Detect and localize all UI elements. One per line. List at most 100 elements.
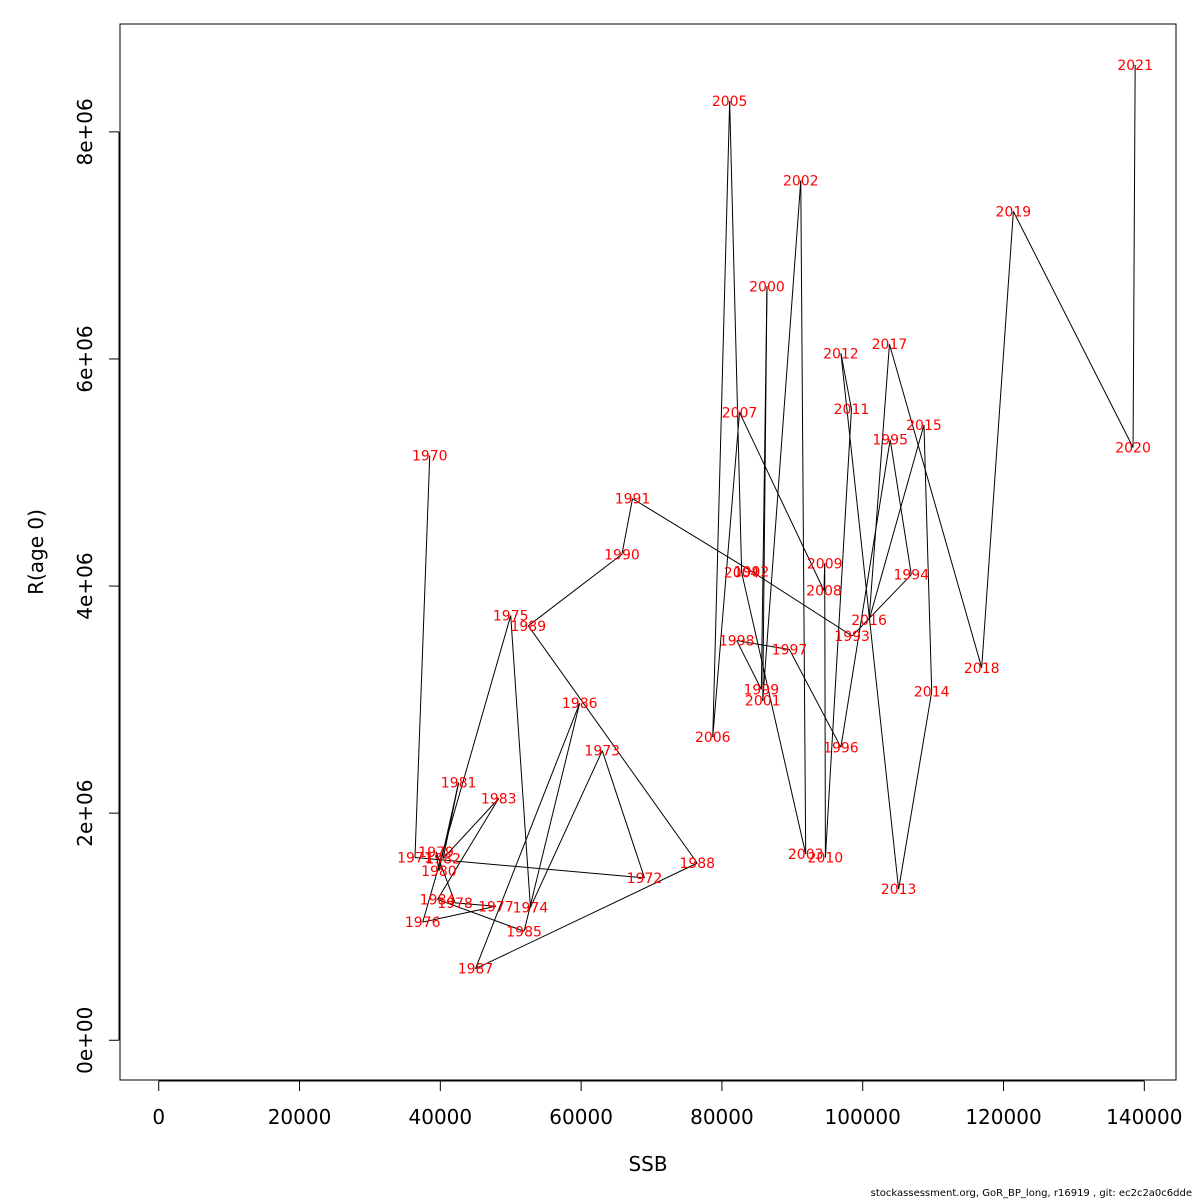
series-segment-2015-2016 <box>868 424 925 621</box>
x-tick-label: 100000 <box>825 1105 901 1129</box>
point-label-1981: 1981 <box>441 776 477 792</box>
series-segment-1995-1996 <box>840 439 891 748</box>
series-segment-1991-1992 <box>632 498 752 572</box>
point-label-2007: 2007 <box>722 405 758 421</box>
plot-frame <box>119 23 1177 1081</box>
point-label-2016: 2016 <box>851 613 887 629</box>
series-segment-2005-2006 <box>712 101 731 738</box>
point-label-2003: 2003 <box>788 847 824 863</box>
series-segment-1979-1980 <box>435 851 440 872</box>
series-segment-1981-1982 <box>442 782 460 859</box>
point-label-1999: 1999 <box>744 682 780 698</box>
point-label-1977: 1977 <box>478 899 514 915</box>
series-segment-1976-1977 <box>422 905 497 923</box>
series-segment-2017-2018 <box>888 344 983 668</box>
series-segment-1972-1973 <box>601 750 645 879</box>
point-label-2018: 2018 <box>964 661 1000 677</box>
series-segment-1992-1993 <box>751 570 853 637</box>
x-tick-label: 20000 <box>268 1105 332 1129</box>
x-tick-label: 80000 <box>690 1105 754 1129</box>
series-segment-2020-2021 <box>1132 64 1136 448</box>
point-label-1984: 1984 <box>420 892 456 908</box>
point-label-1970: 1970 <box>412 448 448 464</box>
point-label-2010: 2010 <box>808 850 844 866</box>
series-segment-1974-1975 <box>510 615 531 908</box>
point-label-1971: 1971 <box>397 850 433 866</box>
point-label-1991: 1991 <box>615 492 651 508</box>
series-segment-1977-1978 <box>455 902 496 907</box>
series-segment-1983-1984 <box>437 798 500 900</box>
series-segment-1973-1974 <box>529 750 603 908</box>
point-label-1989: 1989 <box>510 619 546 635</box>
point-label-1979: 1979 <box>418 845 454 861</box>
series-segment-2007-2008 <box>739 412 825 591</box>
point-label-2013: 2013 <box>881 882 917 898</box>
y-tick-label: 2e+06 <box>73 780 97 847</box>
series-segment-1993-1994 <box>851 574 912 637</box>
point-label-1998: 1998 <box>719 634 755 650</box>
point-label-1983: 1983 <box>481 791 517 807</box>
series-segment-2004-2005 <box>729 101 743 573</box>
series-segment-2011-2012 <box>840 353 852 410</box>
point-label-2017: 2017 <box>872 337 908 353</box>
point-label-1975: 1975 <box>493 609 529 625</box>
x-axis-title: SSB <box>628 1152 667 1176</box>
series-segment-2016-2017 <box>868 344 890 621</box>
point-label-2019: 2019 <box>996 204 1032 220</box>
x-tick-label: 120000 <box>965 1105 1041 1129</box>
series-segment-2010-2011 <box>824 408 852 858</box>
series-segment-2009-2010 <box>824 563 826 858</box>
x-tick-label: 0 <box>152 1105 165 1129</box>
series-segment-1985-1986 <box>523 702 581 932</box>
point-label-2002: 2002 <box>783 174 819 190</box>
series-segment-1970-1971 <box>414 455 431 858</box>
point-label-1978: 1978 <box>437 896 473 912</box>
series-segment-1998-1999 <box>736 640 762 690</box>
point-label-2000: 2000 <box>749 279 785 295</box>
point-label-2001: 2001 <box>745 694 781 710</box>
series-segment-1990-1991 <box>621 498 634 555</box>
point-label-1973: 1973 <box>584 744 620 760</box>
point-label-1976: 1976 <box>405 915 441 931</box>
footer-credit: stockassessment.org, GoR_BP_long, r16919… <box>870 1188 1192 1199</box>
x-axis: 0 20000 40000 60000 80000 100000 120000 140000 <box>152 1080 1182 1129</box>
series-segment-1988-1989 <box>527 625 698 864</box>
y-tick-label: 6e+06 <box>73 325 97 392</box>
point-label-1994: 1994 <box>893 568 929 584</box>
point-label-1982: 1982 <box>425 852 461 868</box>
point-label-2006: 2006 <box>695 730 731 746</box>
point-label-1974: 1974 <box>513 900 549 916</box>
y-axis: 0e+00 2e+06 4e+06 6e+06 8e+06 <box>73 98 120 1074</box>
series-segment-2013-2014 <box>898 691 933 890</box>
series-segment-1984-1985 <box>437 898 525 932</box>
point-label-1992: 1992 <box>734 564 770 580</box>
point-label-1997: 1997 <box>772 643 808 659</box>
point-label-1993: 1993 <box>834 629 870 645</box>
point-label-1995: 1995 <box>872 433 908 449</box>
series-segment-2006-2007 <box>712 412 741 738</box>
point-label-2011: 2011 <box>834 402 870 418</box>
series-segment-1986-1987 <box>475 702 581 969</box>
point-label-2020: 2020 <box>1115 441 1151 457</box>
point-label-2005: 2005 <box>712 94 748 110</box>
y-tick-label: 8e+06 <box>73 98 97 165</box>
x-tick-label: 40000 <box>409 1105 473 1129</box>
series-segment-1989-1990 <box>528 553 623 627</box>
point-labels: 1970 1971 1972 1973 1974 1975 1976 1977 1978 1979… <box>397 58 1153 978</box>
series-segment-2000-2001 <box>762 286 768 701</box>
point-label-1987: 1987 <box>458 962 494 978</box>
series-segment-2002-2003 <box>800 180 807 855</box>
point-label-2008: 2008 <box>806 584 842 600</box>
point-label-1980: 1980 <box>421 864 457 880</box>
point-label-2014: 2014 <box>914 685 950 701</box>
y-axis-title: R(age 0) <box>24 509 48 595</box>
point-label-2012: 2012 <box>823 346 859 362</box>
series-segment-2003-2004 <box>741 572 807 855</box>
series-segment-1975-1976 <box>422 615 512 923</box>
point-label-2021: 2021 <box>1117 58 1153 74</box>
point-label-1988: 1988 <box>679 856 715 872</box>
series-segment-1996-1997 <box>789 649 842 748</box>
series-segment-2014-2015 <box>923 424 933 692</box>
series-segment-1982-1983 <box>442 798 500 859</box>
